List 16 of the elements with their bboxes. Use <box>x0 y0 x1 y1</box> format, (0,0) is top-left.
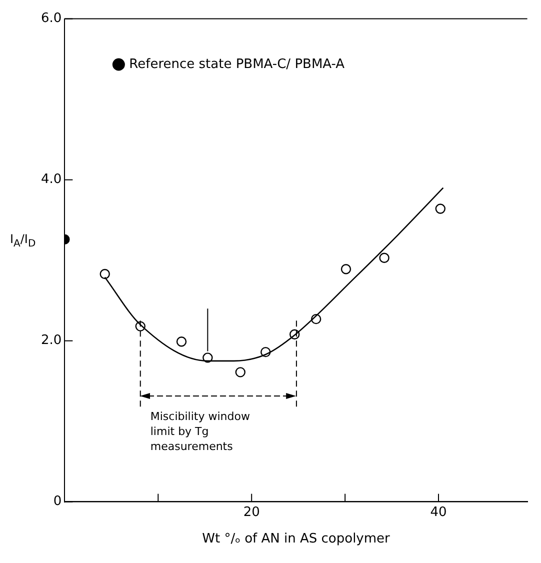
point <box>235 367 246 378</box>
y-tick-label: 4.0 <box>40 172 62 188</box>
point <box>176 336 187 347</box>
y-tick-label: 6.0 <box>40 11 62 26</box>
y-axis-title: I$_{A}$/I$_{D}$ <box>10 232 36 250</box>
point <box>435 204 446 214</box>
annotation: Miscibility window limit by Tg measurements <box>150 409 251 454</box>
x-tick-label: 20 <box>243 504 260 520</box>
legend-label: Reference state PBMA-C/ PBMA-A <box>129 56 345 72</box>
point <box>100 268 110 280</box>
x-axis-title: Wt °/ₒ of AN in AS copolymer <box>202 532 391 547</box>
y-tick-label: 0 <box>53 494 62 510</box>
y-tick-label: 2.0 <box>40 333 62 348</box>
point <box>340 264 352 274</box>
point <box>379 252 390 263</box>
x-tick-label: 40 <box>430 504 447 520</box>
